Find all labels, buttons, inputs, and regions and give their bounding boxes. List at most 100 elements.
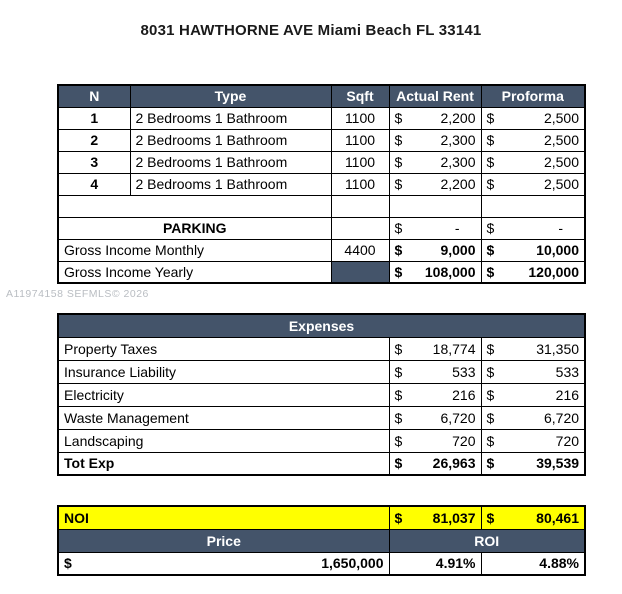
currency-symbol: $ — [394, 154, 403, 170]
unit-type: 2 Bedrooms 1 Bathroom — [129, 106, 332, 130]
currency-symbol: $ — [394, 220, 403, 236]
unit-actual-rent: $2,300 — [388, 128, 482, 152]
currency-symbol: $ — [486, 242, 495, 258]
expense-actual: $533 — [388, 359, 482, 384]
parking-label: PARKING — [57, 216, 332, 240]
units-income-table: N Type Sqft Actual Rent Proforma 1 2 Bed… — [57, 84, 586, 284]
unit-number: 3 — [57, 150, 131, 174]
price-value: $1,650,000 — [57, 551, 390, 576]
gross-income-yearly-label: Gross Income Yearly — [57, 260, 332, 284]
expense-label: Property Taxes — [57, 336, 390, 361]
mls-watermark: A11974158 SEFMLS© 2026 — [6, 288, 149, 300]
currency-symbol: $ — [486, 110, 495, 126]
spacer-row — [57, 194, 586, 218]
expense-label: Waste Management — [57, 405, 390, 430]
expense-actual: $216 — [388, 382, 482, 407]
unit-row: 2 2 Bedrooms 1 Bathroom 1100 $2,300 $2,5… — [57, 128, 586, 152]
noi-proforma: $80,461 — [480, 505, 586, 530]
expense-proforma: $6,720 — [480, 405, 586, 430]
gross-income-monthly-label: Gross Income Monthly — [57, 238, 332, 262]
currency-symbol: $ — [486, 263, 495, 280]
gross-income-yearly-row: Gross Income Yearly $108,000 $120,000 — [57, 260, 586, 284]
unit-proforma: $2,500 — [480, 128, 586, 152]
spacer-cell — [57, 194, 332, 218]
total-expenses-proforma: $39,539 — [480, 451, 586, 476]
property-title: 8031 HAWTHORNE AVE Miami Beach FL 33141 — [140, 22, 482, 39]
currency-symbol: $ — [394, 409, 403, 426]
currency-symbol: $ — [486, 340, 495, 357]
expense-label: Landscaping — [57, 428, 390, 453]
unit-proforma: $2,500 — [480, 172, 586, 196]
gross-income-monthly-actual: $9,000 — [388, 238, 482, 262]
currency-symbol: $ — [394, 110, 403, 126]
expense-proforma: $31,350 — [480, 336, 586, 361]
currency-symbol: $ — [394, 242, 403, 258]
roi-header: ROI — [388, 528, 586, 553]
col-header-sqft: Sqft — [330, 84, 390, 108]
summary-table: NOI $81,037 $80,461 Price ROI $1,650,000… — [57, 505, 586, 576]
unit-sqft: 1100 — [330, 128, 390, 152]
filled-cell — [330, 260, 390, 284]
expense-row: Electricity $216 $216 — [57, 382, 586, 407]
expense-proforma: $720 — [480, 428, 586, 453]
price-roi-value-row: $1,650,000 4.91% 4.88% — [57, 551, 586, 576]
col-header-n: N — [57, 84, 131, 108]
expenses-header-row: Expenses — [57, 313, 586, 338]
parking-proforma: $ - — [480, 216, 586, 240]
unit-proforma: $2,500 — [480, 106, 586, 130]
currency-symbol: $ — [394, 386, 403, 403]
parking-sqft — [330, 216, 390, 240]
unit-proforma: $2,500 — [480, 150, 586, 174]
roi-proforma-value: 4.88% — [480, 551, 586, 576]
gross-income-yearly-proforma: $120,000 — [480, 260, 586, 284]
unit-number: 1 — [57, 106, 131, 130]
col-header-actual-rent: Actual Rent — [388, 84, 482, 108]
currency-symbol: $ — [486, 455, 495, 472]
unit-number: 4 — [57, 172, 131, 196]
units-header-row: N Type Sqft Actual Rent Proforma — [57, 84, 586, 108]
currency-symbol: $ — [394, 176, 403, 192]
roi-actual-value: 4.91% — [388, 551, 482, 576]
col-header-proforma: Proforma — [480, 84, 586, 108]
currency-symbol: $ — [394, 132, 403, 148]
noi-row: NOI $81,037 $80,461 — [57, 505, 586, 530]
expense-row: Landscaping $720 $720 — [57, 428, 586, 453]
spacer-cell — [330, 194, 390, 218]
unit-type: 2 Bedrooms 1 Bathroom — [129, 172, 332, 196]
unit-actual-rent: $2,300 — [388, 150, 482, 174]
gross-income-yearly-actual: $108,000 — [388, 260, 482, 284]
currency-symbol: $ — [486, 176, 495, 192]
total-sqft: 4400 — [330, 238, 390, 262]
unit-sqft: 1100 — [330, 106, 390, 130]
gross-income-monthly-proforma: $10,000 — [480, 238, 586, 262]
unit-row: 4 2 Bedrooms 1 Bathroom 1100 $2,200 $2,5… — [57, 172, 586, 196]
gross-income-monthly-row: Gross Income Monthly 4400 $9,000 $10,000 — [57, 238, 586, 262]
expenses-table: Expenses Property Taxes $18,774 $31,350 … — [57, 313, 587, 476]
parking-row: PARKING $ - $ - — [57, 216, 586, 240]
currency-symbol: $ — [64, 555, 72, 572]
expense-row: Waste Management $6,720 $6,720 — [57, 405, 586, 430]
total-expenses-row: Tot Exp $26,963 $39,539 — [57, 451, 586, 476]
unit-sqft: 1100 — [330, 172, 390, 196]
unit-actual-rent: $2,200 — [388, 106, 482, 130]
spacer-cell — [388, 194, 482, 218]
currency-symbol: $ — [394, 432, 403, 449]
currency-symbol: $ — [486, 363, 495, 380]
currency-symbol: $ — [486, 509, 495, 526]
unit-sqft: 1100 — [330, 150, 390, 174]
noi-actual: $81,037 — [388, 505, 482, 530]
parking-actual-rent: $ - — [388, 216, 482, 240]
price-roi-header-row: Price ROI — [57, 528, 586, 553]
currency-symbol: $ — [394, 340, 403, 357]
unit-type: 2 Bedrooms 1 Bathroom — [129, 128, 332, 152]
expense-proforma: $533 — [480, 359, 586, 384]
currency-symbol: $ — [486, 432, 495, 449]
noi-label: NOI — [57, 505, 390, 530]
expense-row: Property Taxes $18,774 $31,350 — [57, 336, 586, 361]
expense-row: Insurance Liability $533 $533 — [57, 359, 586, 384]
price-header: Price — [57, 528, 390, 553]
expense-actual: $6,720 — [388, 405, 482, 430]
currency-symbol: $ — [486, 154, 495, 170]
expense-proforma: $216 — [480, 382, 586, 407]
